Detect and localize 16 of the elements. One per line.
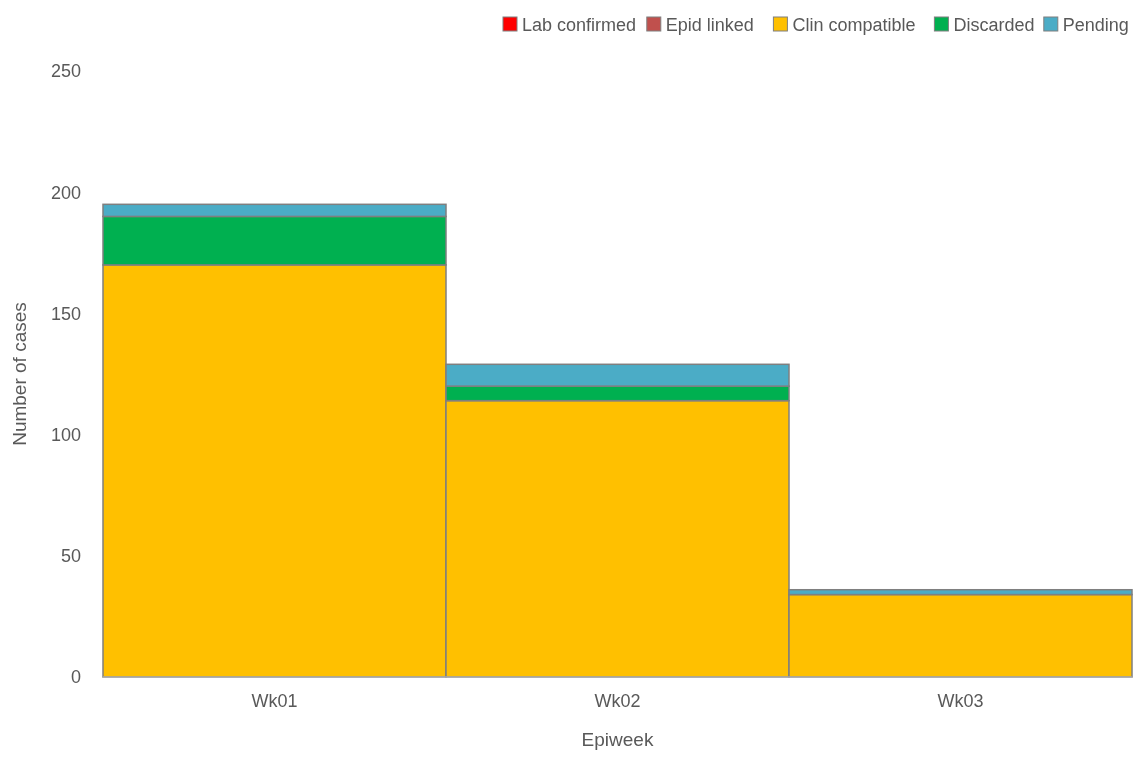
y-tick-label: 250 — [50, 61, 81, 82]
legend-label: Epid linked — [665, 15, 754, 36]
y-axis-title: Number of cases — [9, 302, 30, 446]
y-tick-label: 150 — [50, 303, 81, 324]
y-tick-label: 200 — [50, 182, 81, 203]
y-tick-label: 0 — [70, 667, 81, 688]
x-tick-label: Wk03 — [937, 691, 984, 711]
legend-label: Pending — [1062, 15, 1129, 36]
y-tick-label: 50 — [60, 546, 81, 567]
legend-label: Discarded — [953, 15, 1035, 36]
x-axis-title: Epiweek — [581, 729, 654, 750]
legend-label: Clin compatible — [792, 15, 916, 36]
legend-label: Lab confirmed — [522, 15, 637, 36]
y-tick-label: 100 — [50, 424, 81, 445]
x-tick-label: Wk01 — [251, 691, 298, 711]
x-tick-label: Wk02 — [594, 691, 641, 711]
